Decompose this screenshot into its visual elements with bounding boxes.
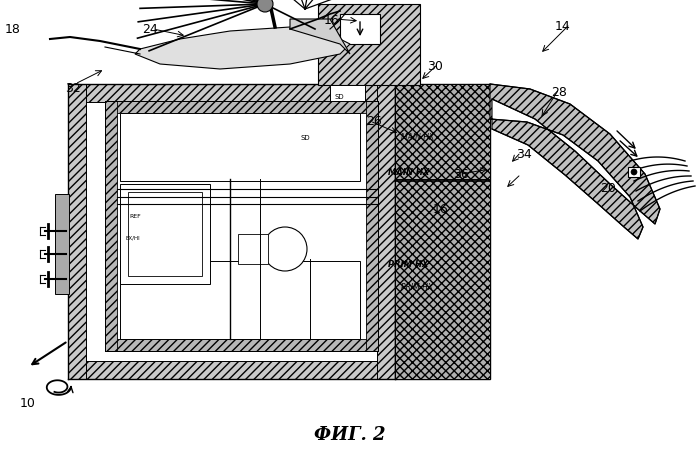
Text: 18: 18 — [5, 23, 20, 36]
Text: 24: 24 — [143, 23, 158, 36]
Text: 20: 20 — [600, 182, 616, 195]
Text: 34: 34 — [517, 147, 532, 160]
Polygon shape — [377, 85, 395, 379]
Polygon shape — [68, 361, 395, 379]
Text: EX/HI: EX/HI — [125, 235, 140, 241]
Text: MAIN HX: MAIN HX — [401, 133, 434, 142]
Text: PRIM HX: PRIM HX — [388, 259, 428, 268]
Polygon shape — [628, 168, 640, 178]
Text: 14: 14 — [555, 20, 570, 33]
Text: PRIM HX: PRIM HX — [401, 282, 433, 291]
Text: 30: 30 — [427, 60, 442, 73]
Polygon shape — [395, 85, 490, 182]
Polygon shape — [120, 262, 360, 339]
Polygon shape — [330, 86, 365, 102]
Circle shape — [631, 170, 637, 176]
Polygon shape — [490, 85, 660, 240]
Polygon shape — [105, 102, 117, 351]
Text: MAIN HX: MAIN HX — [388, 168, 429, 176]
Polygon shape — [395, 179, 490, 379]
Polygon shape — [105, 339, 378, 351]
Text: 10: 10 — [20, 397, 36, 409]
Text: 32: 32 — [66, 82, 81, 95]
Polygon shape — [290, 20, 350, 55]
Polygon shape — [120, 185, 210, 285]
Polygon shape — [340, 15, 380, 45]
Polygon shape — [105, 102, 378, 114]
Polygon shape — [318, 5, 420, 86]
Text: 16: 16 — [324, 14, 340, 27]
Polygon shape — [68, 85, 86, 379]
Text: 28: 28 — [552, 85, 567, 98]
Polygon shape — [120, 114, 360, 182]
Polygon shape — [68, 85, 395, 103]
Text: 36: 36 — [454, 168, 469, 181]
Text: SD: SD — [335, 94, 345, 100]
Text: REF: REF — [129, 213, 140, 218]
Polygon shape — [135, 28, 350, 70]
Text: SD: SD — [301, 135, 310, 141]
Circle shape — [263, 228, 307, 271]
Circle shape — [257, 0, 273, 13]
Polygon shape — [128, 193, 202, 276]
Polygon shape — [55, 195, 69, 294]
Text: 16: 16 — [433, 202, 448, 215]
Text: ФИГ. 2: ФИГ. 2 — [314, 425, 385, 443]
Polygon shape — [366, 102, 378, 351]
Polygon shape — [395, 85, 490, 379]
Text: 26: 26 — [366, 115, 382, 128]
Polygon shape — [86, 103, 377, 361]
Polygon shape — [238, 235, 268, 264]
